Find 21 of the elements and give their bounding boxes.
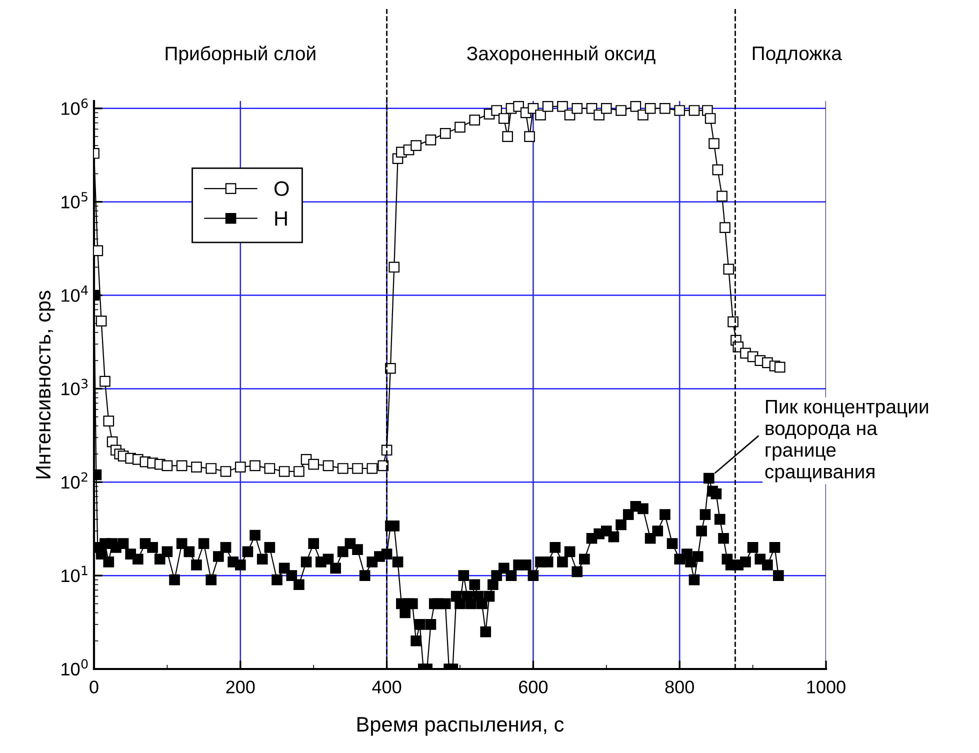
y-tick-label: 10$^{2}$ (62, 472, 88, 489)
y-tick-label: 10$^{4}$ (62, 286, 88, 302)
y-axis-title: Интенсивность, cps (36, 290, 55, 478)
legend-label: H (275, 211, 287, 226)
text: Подложка (752, 46, 842, 64)
text: Приборный слой (166, 46, 316, 64)
x-axis-title: Время распыления, с (357, 717, 564, 736)
annotation: Пик концентрации водорода на границе сращивания (765, 400, 928, 482)
y-tick-label: 10$^{6}$ (62, 98, 88, 115)
x-tick-label: 600 (519, 680, 548, 694)
x-tick-label: 1000 (807, 680, 846, 694)
x-tick-label: 0 (90, 680, 98, 694)
y-tick-label: 10$^{1}$ (62, 566, 88, 582)
y-tick-label: 10$^{0}$ (62, 659, 88, 676)
y-tick-label: 10$^{3}$ (62, 378, 88, 396)
x-tick-label: 400 (372, 680, 402, 694)
text: Захороненный оксид (467, 46, 656, 64)
y-tick-label: 10$^{5}$ (62, 192, 88, 208)
legend-label: O (274, 181, 289, 196)
x-tick-label: 800 (665, 680, 694, 694)
x-tick-label: 200 (226, 680, 255, 694)
